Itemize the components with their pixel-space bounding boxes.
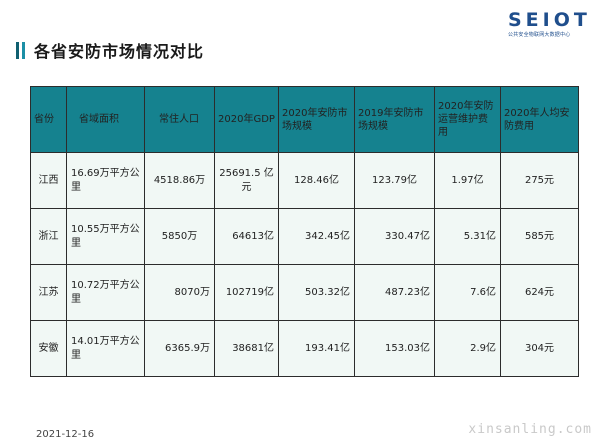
cell-area: 10.72万平方公里	[66, 264, 145, 321]
table-row: 安徽 14.01万平方公里 6365.9万 38681亿 193.41亿 153…	[30, 320, 579, 377]
cell-market-2019: 330.47亿	[354, 208, 435, 265]
cell-population: 4518.86万	[144, 152, 215, 209]
footer-date: 2021-12-16	[36, 429, 95, 440]
cell-area: 10.55万平方公里	[66, 208, 145, 265]
cell-per-capita-2020: 585元	[500, 208, 579, 265]
logo-text: SEIOT	[508, 9, 591, 31]
cell-gdp: 64613亿	[214, 208, 279, 265]
cell-gdp: 25691.5 亿元	[214, 152, 279, 209]
table-row: 浙江 10.55万平方公里 5850万 64613亿 342.45亿 330.4…	[30, 208, 579, 265]
cell-population: 6365.9万	[144, 320, 215, 377]
header-market-2020: 2020年安防市场规模	[278, 86, 355, 153]
header-per-capita-2020: 2020年人均安防费用	[500, 86, 579, 153]
cell-province: 江西	[30, 152, 67, 209]
cell-market-2019: 123.79亿	[354, 152, 435, 209]
cell-population: 5850万	[144, 208, 215, 265]
logo-subtitle: 公共安全物联网大数据中心	[508, 32, 571, 38]
cell-market-2020: 128.46亿	[278, 152, 355, 209]
cell-maintenance-2020: 5.31亿	[434, 208, 501, 265]
cell-gdp: 38681亿	[214, 320, 279, 377]
cell-market-2019: 487.23亿	[354, 264, 435, 321]
watermark-text: xinsanling.com	[468, 422, 592, 437]
header-population: 常住人口	[144, 86, 215, 153]
cell-maintenance-2020: 2.9亿	[434, 320, 501, 377]
cell-maintenance-2020: 1.97亿	[434, 152, 501, 209]
cell-per-capita-2020: 275元	[500, 152, 579, 209]
table-header-row: 省份 省域面积 常住人口 2020年GDP 2020年安防市场规模 2019年安…	[30, 86, 579, 153]
cell-market-2020: 503.32亿	[278, 264, 355, 321]
comparison-table: 省份 省域面积 常住人口 2020年GDP 2020年安防市场规模 2019年安…	[30, 86, 579, 377]
cell-province: 浙江	[30, 208, 67, 265]
cell-area: 16.69万平方公里	[66, 152, 145, 209]
cell-area: 14.01万平方公里	[66, 320, 145, 377]
table-row: 江西 16.69万平方公里 4518.86万 25691.5 亿元 128.46…	[30, 152, 579, 209]
title-accent-icon	[16, 41, 25, 59]
comparison-table-container: 省份 省域面积 常住人口 2020年GDP 2020年安防市场规模 2019年安…	[30, 86, 579, 377]
cell-population: 8070万	[144, 264, 215, 321]
seiot-logo: SEIOT 公共安全物联网大数据中心	[508, 10, 590, 40]
header-maintenance-2020: 2020年安防运营维护费用	[434, 86, 501, 153]
page-title: 各省安防市场情况对比	[34, 42, 205, 61]
table-row: 江苏 10.72万平方公里 8070万 102719亿 503.32亿 487.…	[30, 264, 579, 321]
page-title-bar: 各省安防市场情况对比	[16, 38, 204, 62]
cell-market-2020: 193.41亿	[278, 320, 355, 377]
header-market-2019: 2019年安防市场规模	[354, 86, 435, 153]
cell-market-2019: 153.03亿	[354, 320, 435, 377]
header-area: 省域面积	[66, 86, 145, 153]
cell-gdp: 102719亿	[214, 264, 279, 321]
cell-province: 江苏	[30, 264, 67, 321]
header-gdp: 2020年GDP	[214, 86, 279, 153]
cell-province: 安徽	[30, 320, 67, 377]
header-province: 省份	[30, 86, 67, 153]
cell-maintenance-2020: 7.6亿	[434, 264, 501, 321]
cell-market-2020: 342.45亿	[278, 208, 355, 265]
cell-per-capita-2020: 624元	[500, 264, 579, 321]
cell-per-capita-2020: 304元	[500, 320, 579, 377]
